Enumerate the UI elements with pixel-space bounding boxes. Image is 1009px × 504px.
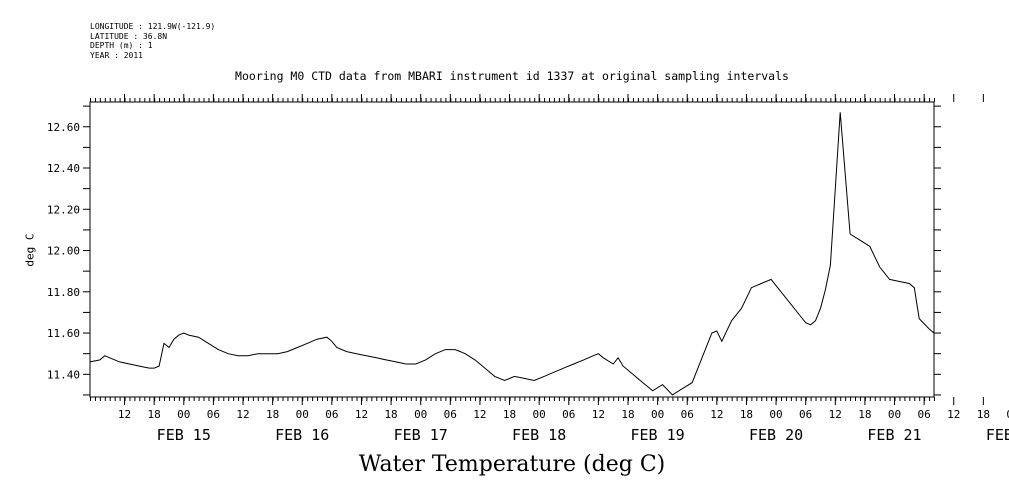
year-line: YEAR : 2011 — [90, 50, 143, 60]
x-hour-tick-label: 06 — [799, 408, 812, 421]
x-hour-tick-label: 18 — [503, 408, 516, 421]
y-tick-label: 12.60 — [47, 121, 80, 134]
x-hour-tick-label: 12 — [118, 408, 131, 421]
x-hour-tick-label: 00 — [651, 408, 664, 421]
series-line — [89, 112, 935, 396]
x-date-label: FEB 18 — [512, 426, 566, 444]
x-hour-tick-label: 18 — [266, 408, 279, 421]
x-hour-tick-label: 12 — [236, 408, 249, 421]
x-hour-tick-label: 06 — [444, 408, 457, 421]
x-hour-tick-label: 06 — [325, 408, 338, 421]
depth-line: DEPTH (m) : 1 — [90, 41, 153, 50]
x-hour-tick-label: 18 — [148, 408, 161, 421]
x-hour-tick-label: 00 — [296, 408, 309, 421]
x-hour-tick-label: 00 — [888, 408, 901, 421]
x-hour-tick-label: 12 — [355, 408, 368, 421]
x-date-label: FEB 20 — [749, 426, 803, 444]
x-date-label: FEB 17 — [394, 426, 448, 444]
latitude-line: LATITUDE : 36.8N — [90, 31, 168, 41]
x-hour-tick-label: 00 — [414, 408, 427, 421]
x-axis-label: Water Temperature (deg C) — [358, 452, 666, 477]
x-hour-tick-label: 18 — [858, 408, 871, 421]
x-date-label: FEB 15 — [157, 426, 211, 444]
y-tick-label: 12.00 — [47, 245, 80, 258]
x-hour-tick-label: 06 — [207, 408, 220, 421]
x-hour-tick-label: 06 — [918, 408, 931, 421]
x-hour-tick-label: 12 — [829, 408, 842, 421]
x-hour-tick-label: 12 — [473, 408, 486, 421]
y-tick-label: 12.40 — [47, 162, 80, 175]
y-tick-label: 11.60 — [47, 327, 80, 340]
y-tick-label: 11.80 — [47, 286, 80, 299]
metadata-block: LONGITUDE : 121.9W(-121.9) LATITUDE : 36… — [90, 22, 215, 60]
x-hour-tick-label: 00 — [533, 408, 546, 421]
x-hour-tick-label: 12 — [592, 408, 605, 421]
x-hour-tick-label: 06 — [681, 408, 694, 421]
x-hour-tick-label: 00 — [769, 408, 782, 421]
x-hour-tick-label: 18 — [740, 408, 753, 421]
x-date-label: FEB 22 — [986, 426, 1009, 444]
x-date-label: FEB 21 — [867, 426, 921, 444]
x-hour-tick-label: 06 — [562, 408, 575, 421]
plot-frame — [89, 101, 935, 398]
x-hour-tick-label: 18 — [384, 408, 397, 421]
x-hour-tick-label: 12 — [710, 408, 723, 421]
y-tick-label: 12.20 — [47, 203, 80, 216]
x-hour-tick-label: 00 — [1006, 408, 1009, 421]
chart-title: Mooring M0 CTD data from MBARI instrumen… — [235, 69, 789, 83]
x-hour-tick-label: 00 — [177, 408, 190, 421]
x-hour-tick-label: 12 — [947, 408, 960, 421]
x-date-label: FEB 19 — [631, 426, 685, 444]
x-hour-tick-label: 18 — [977, 408, 990, 421]
longitude-line: LONGITUDE : 121.9W(-121.9) — [90, 22, 216, 31]
y-tick-label: 11.40 — [47, 368, 80, 381]
x-date-label: FEB 16 — [275, 426, 329, 444]
x-hour-tick-label: 18 — [621, 408, 634, 421]
